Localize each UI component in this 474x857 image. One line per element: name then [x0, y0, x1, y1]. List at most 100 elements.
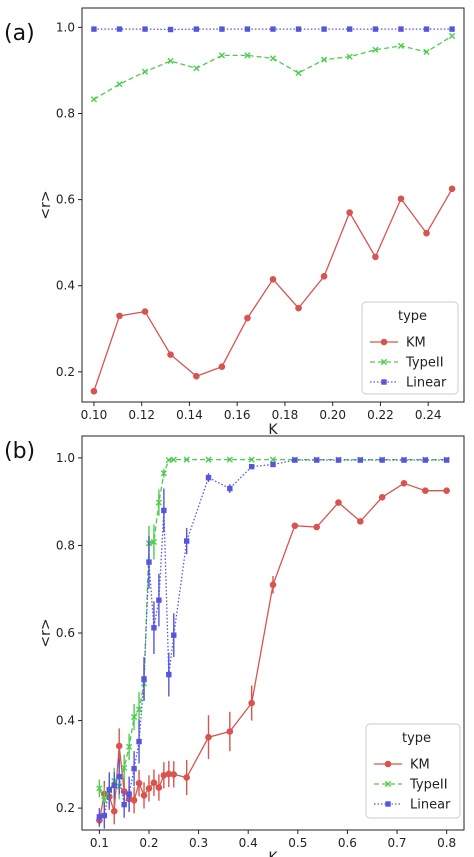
- data-point: [244, 314, 251, 322]
- data-point: [111, 782, 117, 789]
- series-linear: [96, 457, 450, 829]
- data-point: [244, 26, 251, 32]
- data-point: [91, 26, 97, 32]
- data-point: [398, 26, 404, 32]
- data-point: [227, 485, 233, 492]
- x-tick-label: 0.8: [437, 836, 456, 850]
- y-tick-label: 0.4: [56, 714, 75, 728]
- data-point: [291, 522, 299, 530]
- legend-box: [361, 301, 459, 395]
- data-point: [193, 26, 200, 32]
- data-point: [167, 57, 174, 65]
- data-point: [248, 463, 255, 470]
- data-point: [116, 312, 123, 320]
- data-point: [372, 26, 379, 32]
- data-point: [422, 457, 429, 463]
- y-axis-label: <r>: [38, 618, 54, 647]
- data-point: [155, 784, 163, 791]
- data-point: [150, 779, 158, 787]
- data-point: [106, 787, 112, 793]
- data-point: [171, 632, 177, 638]
- data-point: [401, 457, 407, 463]
- data-point: [320, 56, 328, 63]
- x-tick-label: 0.6: [338, 836, 357, 850]
- data-point: [126, 743, 133, 750]
- data-point: [379, 457, 385, 463]
- data-point: [156, 597, 162, 603]
- data-point: [101, 812, 108, 819]
- data-point: [443, 457, 450, 463]
- data-point: [183, 456, 190, 463]
- data-point: [295, 26, 302, 32]
- data-point: [270, 26, 276, 32]
- legend-entry: TypeII: [405, 356, 444, 371]
- data-point: [244, 52, 251, 59]
- x-tick-label: 0.5: [288, 836, 307, 850]
- data-point: [151, 625, 157, 631]
- data-point: [160, 470, 167, 477]
- data-point: [90, 387, 98, 395]
- data-point: [131, 766, 137, 772]
- x-tick-label: 0.7: [387, 836, 406, 850]
- legend-marker: [385, 801, 391, 807]
- data-point: [218, 52, 226, 59]
- plot-frame: [81, 7, 465, 403]
- data-point: [193, 372, 200, 380]
- data-point: [335, 499, 342, 506]
- data-point: [121, 801, 127, 808]
- data-point: [423, 229, 430, 237]
- data-point: [226, 728, 234, 735]
- data-point: [443, 487, 450, 495]
- data-point: [449, 26, 455, 32]
- chart-panel-1: (a) 0.10 0.12 0.14 0.16 0.18 0.20 0.22 0.24 0.2 0.…: [4, 7, 465, 438]
- y-axis-label: <r>: [38, 190, 54, 219]
- data-point: [193, 65, 200, 72]
- x-tick-label: 0.18: [272, 408, 299, 422]
- data-point: [205, 456, 212, 463]
- data-point: [205, 474, 212, 481]
- legend-entry: Linear: [406, 376, 447, 391]
- data-point: [141, 68, 149, 75]
- x-tick-label: 0.1: [90, 836, 109, 850]
- data-point: [372, 253, 379, 261]
- x-tick-label: 0.12: [128, 408, 155, 422]
- data-point: [96, 814, 103, 820]
- data-point: [346, 53, 353, 60]
- data-point: [400, 479, 408, 487]
- data-point: [135, 779, 143, 787]
- y-tick-label: 0.2: [56, 365, 75, 379]
- data-point: [136, 738, 142, 745]
- x-tick-label: 0.4: [239, 836, 258, 850]
- legend-marker: [380, 338, 388, 346]
- data-point: [357, 518, 364, 525]
- x-tick-label: 0.2: [139, 836, 158, 850]
- legend-marker: [384, 760, 392, 768]
- data-point: [90, 96, 98, 103]
- data-point: [226, 456, 233, 463]
- data-point: [269, 275, 277, 283]
- legend-entry: KM: [410, 758, 430, 773]
- y-tick-label: 1.0: [56, 451, 75, 465]
- data-point: [448, 32, 456, 40]
- data-point: [295, 69, 302, 77]
- x-tick-label: 0.14: [176, 408, 203, 422]
- x-tick-label: 0.24: [415, 408, 442, 422]
- x-axis-label: K: [268, 422, 278, 438]
- data-point: [269, 456, 277, 463]
- legend-marker: [380, 358, 388, 366]
- data-point: [142, 26, 148, 32]
- data-point: [346, 26, 353, 32]
- data-point: [218, 363, 226, 370]
- data-point: [378, 493, 386, 501]
- data-point: [170, 456, 177, 463]
- series-typeii: [90, 32, 456, 103]
- x-tick-label: 0.22: [367, 408, 394, 422]
- data-point: [161, 507, 167, 514]
- panel-label: (a): [4, 21, 35, 46]
- y-tick-label: 0.6: [56, 626, 75, 640]
- x-tick-label: 0.16: [224, 408, 251, 422]
- legend-entry: TypeII: [409, 778, 448, 793]
- data-point: [140, 792, 148, 799]
- data-point: [150, 538, 158, 546]
